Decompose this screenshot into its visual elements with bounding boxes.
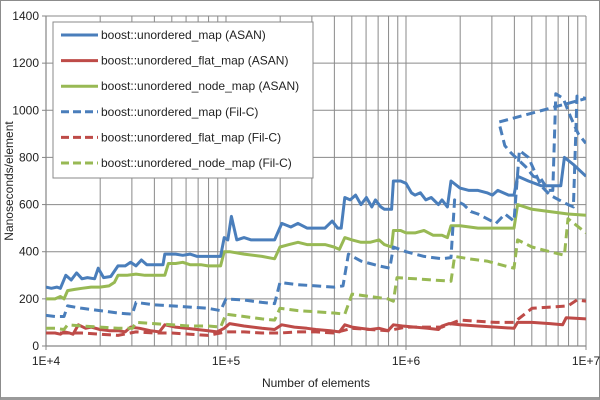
y-tick-label: 200 [19, 292, 39, 306]
legend-label: boost::unordered_map (ASAN) [101, 28, 266, 42]
x-axis-ticks: 1E+4 1E+5 1E+6 1E+7 [32, 354, 600, 368]
series-line [46, 316, 586, 336]
y-tick-label: 400 [19, 245, 39, 259]
y-tick-label: 800 [19, 150, 39, 164]
y-tick-label: 0 [32, 339, 39, 353]
y-tick-label: 1400 [12, 9, 39, 23]
legend-label: boost::unordered_node_map (Fil-C) [101, 156, 292, 170]
y-tick-label: 1000 [12, 103, 39, 117]
legend-label: boost::unordered_flat_map (ASAN) [101, 54, 288, 68]
x-tick-label: 1E+6 [392, 354, 421, 368]
x-axis-title: Number of elements [262, 376, 370, 390]
x-tick-label: 1E+7 [572, 354, 600, 368]
legend-label: boost::unordered_node_map (ASAN) [101, 79, 299, 93]
series-line [46, 155, 586, 290]
series-line [46, 217, 586, 331]
y-tick-label: 600 [19, 198, 39, 212]
x-tick-label: 1E+5 [212, 354, 241, 368]
x-tick-label: 1E+4 [32, 354, 61, 368]
y-tick-label: 1200 [12, 56, 39, 70]
legend-box [52, 21, 314, 179]
legend: boost::unordered_map (ASAN)boost::unorde… [52, 21, 314, 179]
y-axis-title: Nanoseconds/element [2, 121, 16, 241]
series-line [46, 92, 586, 318]
series-line [46, 298, 586, 337]
y-axis-ticks: 0 200 400 600 800 1000 1200 1400 [12, 9, 46, 353]
series-line [46, 203, 586, 301]
legend-label: boost::unordered_flat_map (Fil-C) [101, 130, 281, 144]
data-series [46, 92, 586, 337]
legend-label: boost::unordered_map (Fil-C) [101, 105, 258, 119]
